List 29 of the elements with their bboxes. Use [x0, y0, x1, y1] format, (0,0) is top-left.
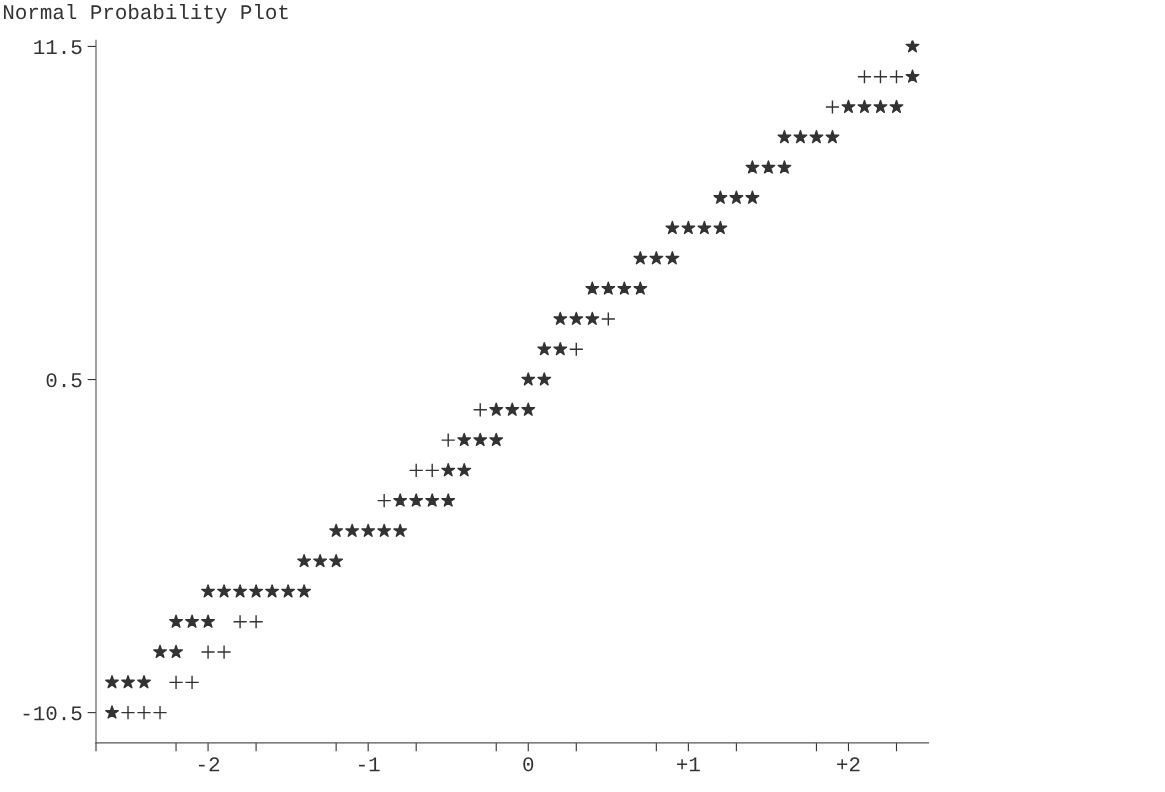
point: [232, 614, 248, 630]
point: [376, 493, 392, 508]
point: [152, 705, 168, 720]
y-tick-label: -10.5: [23, 706, 82, 721]
x-tick-label: -1: [359, 757, 380, 772]
point: [889, 69, 904, 85]
chart-title: Normal Probability Plot: [3, 3, 288, 24]
point: [216, 644, 232, 660]
point: [120, 705, 136, 720]
point: [200, 644, 216, 660]
point: [569, 341, 584, 357]
point: [873, 69, 888, 85]
x-tick-label: +1: [677, 757, 700, 772]
point: [168, 675, 184, 690]
point: [857, 69, 872, 85]
point: [248, 614, 264, 630]
point: [825, 99, 840, 115]
point: [184, 675, 200, 690]
point: [601, 311, 616, 327]
x-tick-label: 0: [523, 757, 534, 772]
x-tick-label: +2: [837, 757, 860, 772]
point: [408, 463, 424, 478]
y-tick-label: 0.5: [46, 373, 82, 388]
x-tick-label: -2: [198, 757, 220, 772]
point: [424, 463, 440, 478]
point: [440, 432, 456, 448]
point: [136, 705, 152, 720]
y-tick-label: 11.5: [34, 40, 82, 55]
point: [472, 402, 488, 418]
